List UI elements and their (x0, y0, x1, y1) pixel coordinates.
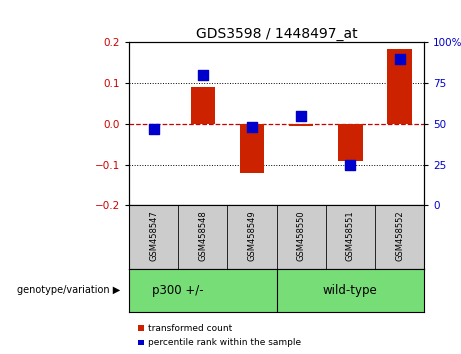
Point (248, 124, 256, 130)
Text: GSM458547: GSM458547 (149, 211, 158, 261)
Bar (277, 205, 326, 269)
Text: GSM458552: GSM458552 (395, 211, 404, 261)
Text: percentile rank within the sample: percentile rank within the sample (148, 338, 301, 347)
Text: GSM458549: GSM458549 (248, 211, 256, 261)
Point (396, 56, 403, 62)
Text: wild-type: wild-type (323, 284, 378, 297)
Bar (178, 205, 227, 269)
Text: p300 +/-: p300 +/- (153, 284, 204, 297)
Bar (240, 124, 264, 173)
Title: GDS3598 / 1448497_at: GDS3598 / 1448497_at (196, 28, 357, 41)
Bar (227, 205, 277, 269)
Point (199, 72, 207, 78)
Point (150, 126, 157, 132)
Bar (375, 205, 424, 269)
Text: GSM458550: GSM458550 (297, 211, 306, 261)
Bar (387, 48, 412, 124)
Text: GSM458548: GSM458548 (198, 211, 207, 261)
Point (297, 113, 305, 119)
Bar (326, 205, 375, 269)
Text: genotype/variation ▶: genotype/variation ▶ (17, 285, 120, 295)
Bar (338, 124, 363, 161)
Text: GSM458551: GSM458551 (346, 211, 355, 261)
Bar (129, 205, 178, 269)
Bar (190, 87, 215, 124)
Point (347, 162, 354, 167)
Bar (289, 124, 313, 126)
Text: transformed count: transformed count (148, 324, 233, 333)
